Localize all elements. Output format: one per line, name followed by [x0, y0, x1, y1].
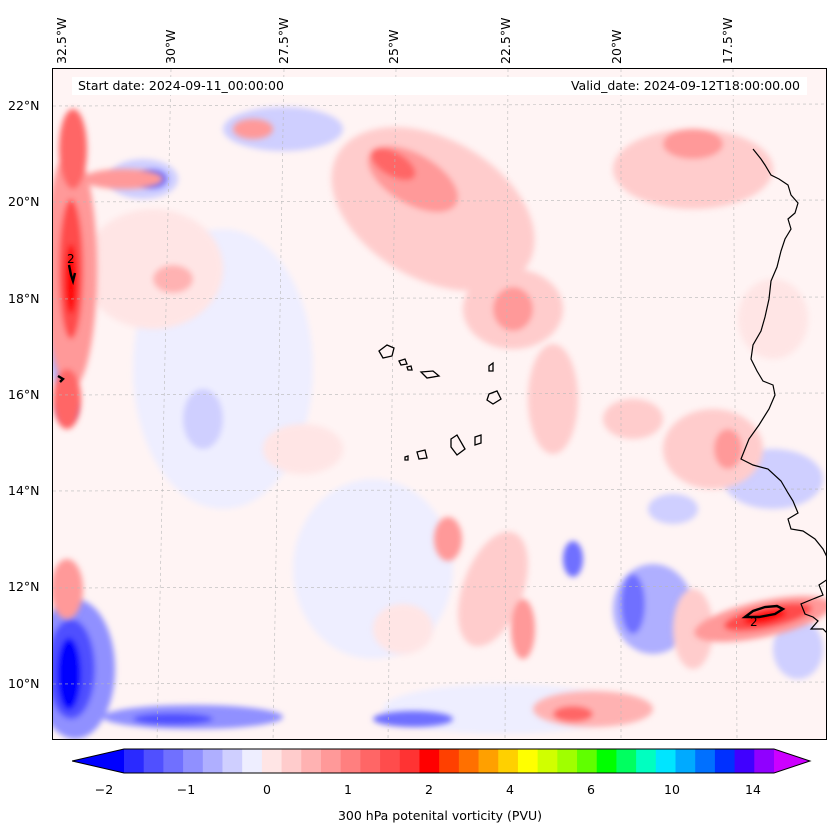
colorbar-tick-label: −2 [94, 782, 114, 797]
colorbar-cell [360, 749, 381, 773]
colorbar-tick-label: 2 [425, 782, 433, 797]
colorbar-tick-label: 4 [506, 782, 514, 797]
colorbar-tick-label: 1 [344, 782, 352, 797]
title-bar: Start date: 2024-09-11_00:00:00 Valid_da… [72, 77, 807, 95]
colorbar-cell [439, 749, 460, 773]
pv-field-map: 2 2 [53, 69, 826, 739]
colorbar-cell [124, 749, 145, 773]
colorbar-cell [478, 749, 499, 773]
colorbar-label: 300 hPa potenital vorticity (PVU) [337, 808, 543, 823]
colorbar-cell [498, 749, 519, 773]
colorbar-cell [320, 749, 342, 773]
cape-verde-islands [378, 344, 502, 461]
colorbar-cell [616, 749, 637, 773]
colorbar-cell [557, 749, 578, 773]
colorbar-cell [202, 749, 223, 773]
colorbar-cell [281, 749, 302, 773]
colorbar-cell [537, 749, 558, 773]
colorbar-cell [714, 749, 736, 773]
start-date-label: Start date: 2024-09-11_00:00:00 [78, 78, 284, 93]
colorbar-cell [734, 749, 755, 773]
africa-coastline-south [800, 579, 826, 633]
colorbar-extend-max [774, 749, 810, 773]
colorbar-tick-label: −1 [176, 782, 196, 797]
colorbar-cell [577, 749, 598, 773]
lon-label-20w: 20°W [609, 29, 624, 64]
colorbar-cell [163, 749, 184, 773]
colorbar-cell [301, 749, 322, 773]
colorbar-cell [675, 749, 696, 773]
lon-label-25w: 25°W [386, 29, 401, 64]
colorbar-cell [596, 749, 617, 773]
colorbar-tick-label: 10 [664, 782, 680, 797]
lon-label-32.5w: 32.5°W [54, 17, 69, 64]
colorbar-cell [636, 749, 657, 773]
colorbar-cell [695, 749, 716, 773]
strong-negative-pv [53, 599, 453, 739]
lat-label-16n: 16°N [8, 387, 40, 402]
lat-label-10n: 10°N [8, 676, 40, 691]
colorbar-cell [183, 749, 204, 773]
contour-label-left: 2 [67, 252, 75, 266]
colorbar-cell [261, 749, 283, 773]
colorbar-cell [399, 749, 420, 773]
lon-label-27.5w: 27.5°W [276, 17, 291, 64]
lat-label-22n: 22°N [8, 98, 40, 113]
colorbar-tick-label: 6 [587, 782, 595, 797]
lon-label-30w: 30°W [163, 29, 178, 64]
valid-date-label: Valid_date: 2024-09-12T18:00:00.00 [570, 78, 800, 93]
map-panel: 2 2 [52, 68, 827, 740]
pv2-contours [57, 264, 786, 619]
colorbar-cell [458, 749, 480, 773]
colorbar-tick-label: 0 [263, 782, 271, 797]
colorbar-extend-min [72, 749, 124, 773]
lat-label-20n: 20°N [8, 194, 40, 209]
lat-label-12n: 12°N [8, 579, 40, 594]
lon-label-22.5w: 22.5°W [498, 17, 513, 64]
colorbar-cell [380, 749, 401, 773]
colorbar-outline [72, 748, 812, 774]
colorbar-cell [242, 749, 263, 773]
lat-label-14n: 14°N [8, 483, 40, 498]
colorbar-cell [517, 749, 539, 773]
lat-label-18n: 18°N [8, 291, 40, 306]
colorbar-tick-label: 14 [745, 782, 761, 797]
colorbar [72, 748, 812, 774]
africa-coastline [740, 148, 826, 557]
colorbar-cell [340, 749, 361, 773]
colorbar-cell [419, 749, 440, 773]
lon-label-17.5w: 17.5°W [720, 17, 735, 64]
positive-pv-patches [83, 119, 808, 727]
colorbar-cell [754, 749, 775, 773]
contour-label-right: 2 [750, 615, 758, 629]
graticule [53, 69, 826, 739]
pv2-contour-labels: 2 2 [67, 252, 758, 629]
colorbar-cell [222, 749, 243, 773]
colorbar-cell [143, 749, 164, 773]
colorbar-cell [655, 749, 677, 773]
